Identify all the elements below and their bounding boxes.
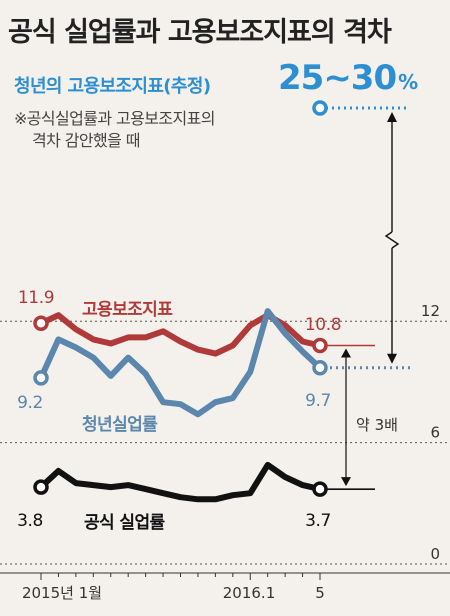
y-tick-label: 6: [430, 424, 440, 442]
ratio-arrow-down-icon: [341, 477, 351, 487]
official-unemployment-point: [33, 479, 49, 495]
annotation-layer: 약 3배: [320, 106, 410, 490]
youth-unemployment-start-value: 9.2: [17, 393, 43, 413]
x-tick-label: 2016.1: [223, 584, 276, 602]
series-layer: [33, 308, 328, 503]
estimate-note: ※공식실업률과 고용보조지표의 격차 감안했을 때: [14, 108, 215, 152]
arrow-head-down-icon: [387, 353, 397, 364]
youth-unemployment-point: [312, 360, 328, 376]
youth-estimate-label: 청년의 고용보조지표(추정): [14, 76, 211, 97]
official-unemployment-line: [38, 461, 323, 503]
official-unemployment-end-value: 3.7: [305, 511, 331, 531]
subsidiary-point: [33, 315, 49, 332]
y-tick-label: 12: [421, 302, 440, 320]
subsidiary-start-value: 11.9: [18, 288, 54, 308]
page-title: 공식 실업률과 고용보조지표의 격차: [8, 17, 392, 48]
ratio-arrow-up-icon: [341, 348, 351, 358]
estimate-point: [312, 100, 328, 116]
subsidiary-point: [312, 337, 328, 354]
youth-estimate-number: 25~30: [278, 58, 397, 98]
estimate-note-line1: ※공식실업률과 고용보조지표의: [14, 109, 215, 128]
official-unemployment-start-value: 3.8: [17, 511, 43, 531]
grid-layer: 0 6 12 2015년 1월 2016.1 5: [0, 302, 450, 602]
ratio-label: 약 3배: [356, 416, 398, 434]
youth-unemployment-line: [38, 308, 323, 418]
x-tick-label: 2015년 1월: [22, 584, 102, 602]
estimate-note-line2: 격차 감안했을 때: [32, 131, 140, 150]
y-tick-label: 0: [430, 545, 440, 563]
arrow-head-up-icon: [387, 112, 397, 122]
official-unemployment-name-label: 공식 실업률: [84, 513, 165, 533]
subsidiary-end-value: 10.8: [305, 315, 341, 335]
axis-break-icon: [384, 231, 400, 249]
subsidiary-name-label: 고용보조지표: [82, 300, 173, 320]
x-tick-label: 5: [315, 584, 325, 602]
youth-unemployment-end-value: 9.7: [305, 391, 331, 411]
youth-estimate-value: 25~30%: [278, 58, 418, 98]
official-unemployment-point: [312, 481, 328, 497]
youth-unemployment-name-label: 청년실업률: [82, 414, 158, 435]
youth-unemployment-point: [33, 370, 49, 386]
youth-estimate-unit: %: [398, 70, 418, 94]
